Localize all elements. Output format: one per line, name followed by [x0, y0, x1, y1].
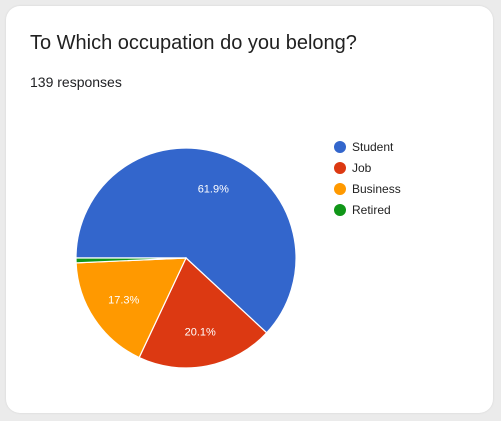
slice-label-student: 61.9% — [198, 183, 229, 195]
slice-label-business: 17.3% — [108, 295, 139, 307]
legend-label-retired[interactable]: Retired — [352, 203, 391, 217]
legend-marker-student — [334, 141, 346, 153]
pie-slice-labels: 61.9% 20.1% 17.3% — [108, 183, 229, 338]
pie-slice-job[interactable] — [138, 257, 268, 369]
pie-slice-retired[interactable] — [75, 257, 187, 264]
chart-legend: Student Job Business Retired — [334, 140, 401, 217]
legend-marker-retired — [334, 204, 346, 216]
legend-label-job[interactable]: Job — [352, 161, 372, 175]
slice-label-job: 20.1% — [185, 326, 216, 338]
legend-label-business[interactable]: Business — [352, 182, 401, 196]
response-count: 139 responses — [30, 74, 122, 90]
legend-label-student[interactable]: Student — [352, 140, 394, 154]
pie-slice-student[interactable] — [75, 147, 297, 334]
pie-slices — [75, 147, 297, 369]
legend-marker-job — [334, 162, 346, 174]
question-title: To Which occupation do you belong? — [30, 32, 357, 54]
legend-marker-business — [334, 183, 346, 195]
pie-slice-business[interactable] — [75, 257, 187, 359]
